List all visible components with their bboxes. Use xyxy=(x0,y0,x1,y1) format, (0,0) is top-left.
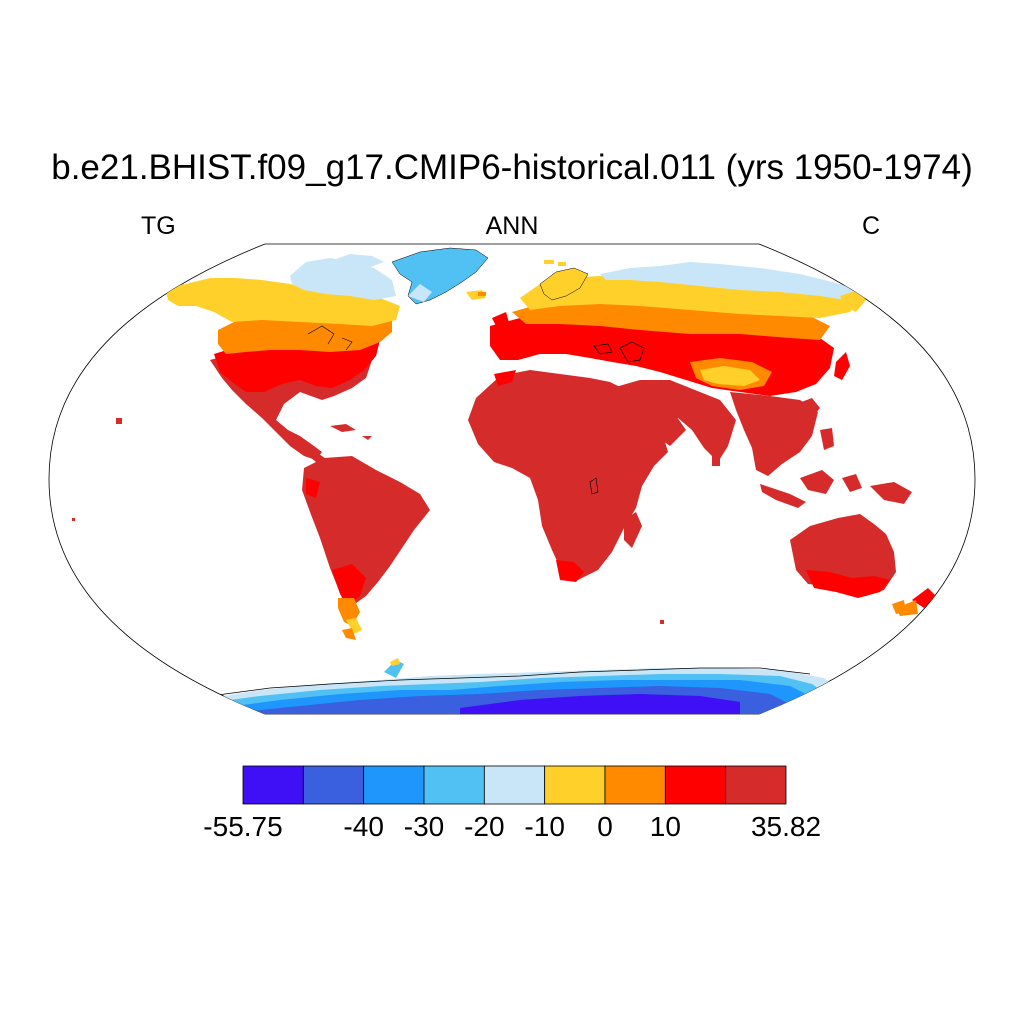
colorbar xyxy=(242,765,787,805)
africa xyxy=(468,370,686,582)
left-string: TG xyxy=(141,212,176,240)
colorbar-swatch xyxy=(664,765,727,805)
colorbar-label: 35.82 xyxy=(750,811,822,842)
colorbar-swatch xyxy=(423,765,485,805)
colorbar-swatch xyxy=(544,765,606,805)
north-america xyxy=(116,247,489,472)
colorbar-label: 0 xyxy=(597,811,613,842)
colorbar-label: -40 xyxy=(343,811,384,842)
center-string: ANN xyxy=(485,212,539,240)
colorbar-swatch xyxy=(363,765,425,805)
colorbar-swatch xyxy=(242,765,304,805)
antarctica xyxy=(200,658,840,714)
south-america xyxy=(302,456,430,640)
colorbar-label: 10 xyxy=(649,811,681,842)
colorbar-swatch xyxy=(725,765,787,805)
right-string: C xyxy=(862,212,881,240)
colorbar-labels: -55.75 -40 -30 -20 -10 0 10 35.82 xyxy=(0,811,1024,851)
australia xyxy=(790,514,936,616)
colorbar-label: -10 xyxy=(524,811,565,842)
colorbar-swatch xyxy=(604,765,666,805)
colorbar-label: -55.75 xyxy=(203,811,283,842)
plot-title: b.e21.BHIST.f09_g17.CMIP6-historical.011… xyxy=(51,148,973,187)
colorbar-label: -30 xyxy=(403,811,445,842)
eurasia xyxy=(466,262,868,396)
colorbar-label: -20 xyxy=(464,811,505,842)
colorbar-swatch xyxy=(302,765,365,805)
colorbar-swatch xyxy=(483,765,546,805)
islands xyxy=(72,260,664,624)
